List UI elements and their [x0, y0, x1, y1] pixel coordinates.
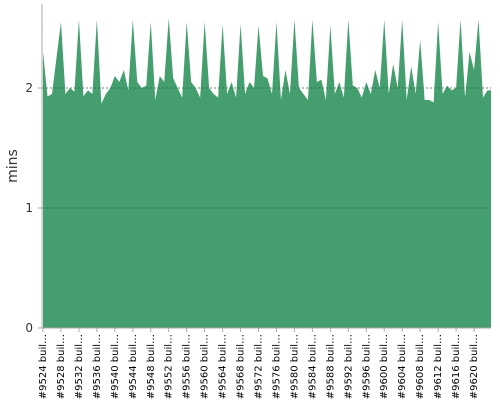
x-tick-label: #9556 buil…: [182, 334, 193, 399]
x-tick-label: #9616 buil…: [451, 334, 462, 399]
x-tick-label: #9572 buil…: [254, 334, 265, 399]
y-axis-label: mins: [5, 149, 21, 183]
y-tick-label: 1: [25, 201, 33, 215]
x-tick-label: #9588 buil…: [325, 334, 336, 399]
x-tick-label: #9584 buil…: [307, 334, 318, 399]
x-tick-label: #9600 buil…: [379, 334, 390, 399]
x-tick-label: #9532 buil…: [74, 334, 85, 399]
x-tick-label: #9548 buil…: [146, 334, 157, 399]
x-tick-label: #9560 buil…: [200, 334, 211, 399]
x-tick-label: #9596 buil…: [361, 334, 372, 399]
x-tick-label: #9568 buil…: [236, 334, 247, 399]
y-tick-label: 2: [25, 81, 33, 95]
x-tick-label: #9540 buil…: [110, 334, 121, 399]
x-tick-label: #9620 buil…: [469, 334, 480, 399]
x-tick-label: #9524 buil…: [38, 334, 49, 399]
x-tick-label: #9576 buil…: [271, 334, 282, 399]
area: [43, 18, 491, 329]
x-tick-label: #9536 buil…: [92, 334, 103, 399]
x-tick-label: #9604 buil…: [397, 334, 408, 399]
x-tick-label: #9564 buil…: [218, 334, 229, 399]
x-tick-label: #9612 buil…: [433, 334, 444, 399]
x-tick-label: #9608 buil…: [415, 334, 426, 399]
y-tick-label: 0: [25, 321, 33, 335]
x-tick-label: #9528 buil…: [56, 334, 67, 399]
x-tick-label: #9544 buil…: [128, 334, 139, 399]
x-tick-label: #9592 buil…: [343, 334, 354, 399]
x-tick-label: #9580 buil…: [289, 334, 300, 399]
x-tick-label: #9552 buil…: [164, 334, 175, 399]
